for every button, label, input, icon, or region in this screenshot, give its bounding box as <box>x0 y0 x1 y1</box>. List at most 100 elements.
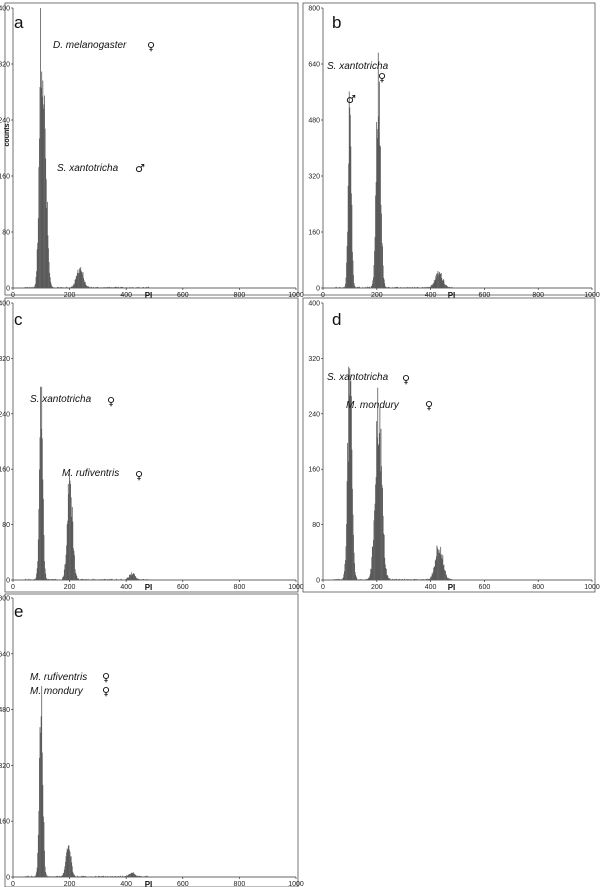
histogram-bar <box>427 579 429 580</box>
histogram-bar <box>84 282 86 288</box>
histogram-bar <box>71 516 73 580</box>
histogram-bar <box>58 876 60 877</box>
histogram-bar <box>57 287 58 288</box>
histogram-bar <box>59 287 61 288</box>
histogram-bar <box>447 577 449 580</box>
histogram-bar <box>413 579 415 580</box>
y-tick-label: 400 <box>0 6 10 13</box>
histogram-bar <box>143 286 144 288</box>
histogram-bar <box>147 287 149 288</box>
histogram-bar <box>333 579 335 580</box>
male-symbol-icon: ♂ <box>346 93 356 106</box>
y-tick-label: 240 <box>0 411 10 418</box>
histogram-bar <box>142 287 144 288</box>
histogram-bar <box>95 287 96 288</box>
histogram-bar <box>38 509 40 580</box>
histogram-bar <box>45 873 47 877</box>
histogram-bar <box>446 286 448 288</box>
histogram-bar <box>136 578 138 580</box>
panel-a: 0 80 160 240 320 400 0 200 400 600 800 1000 PI counts… <box>0 2 304 300</box>
histogram-bar <box>427 286 429 288</box>
histogram-bar <box>447 286 449 288</box>
histogram-bar <box>367 579 368 580</box>
panel-frame <box>302 2 596 296</box>
histogram-bar <box>93 578 95 580</box>
histogram-bar <box>348 366 350 580</box>
histogram-bar <box>43 822 45 877</box>
histogram-bar <box>346 262 347 288</box>
histogram-bar <box>41 71 43 289</box>
histogram-bar <box>448 287 450 288</box>
histogram-bar <box>97 579 99 580</box>
histogram-bar <box>130 872 132 877</box>
x-tick-label: 1000 <box>584 292 600 299</box>
histogram-bar <box>437 273 438 288</box>
histogram-bar <box>119 875 121 877</box>
histogram-bar <box>129 874 130 877</box>
histogram-bar <box>40 8 41 288</box>
histogram-bar <box>368 577 370 580</box>
histogram-bar <box>372 280 374 288</box>
histogram-bar <box>407 286 409 288</box>
histogram-bar <box>346 246 348 288</box>
histogram-bar <box>30 579 32 580</box>
x-tick-label: 800 <box>234 881 246 887</box>
histogram-bar <box>119 286 121 288</box>
x-tick-label: 0 <box>321 584 325 591</box>
y-tick-label: 320 <box>0 62 10 69</box>
histogram-bar <box>136 578 138 580</box>
histogram-bar <box>76 275 78 288</box>
histogram-bar <box>131 873 133 877</box>
y-tick-label: 0 <box>6 286 10 293</box>
histogram-bar <box>369 576 371 580</box>
histogram-bar <box>378 433 380 580</box>
histogram-bar <box>61 287 62 288</box>
histogram-bar <box>101 876 103 877</box>
histogram-bar <box>445 571 446 580</box>
histogram-bar <box>98 579 100 580</box>
histogram-bar <box>35 277 37 288</box>
histogram-bar <box>133 573 135 580</box>
histogram-bar <box>42 784 44 877</box>
histogram-bar <box>430 285 432 288</box>
histogram-bar <box>63 872 65 877</box>
histogram-bar <box>439 552 441 580</box>
histogram-bar <box>142 579 144 580</box>
histogram-bar <box>73 874 75 877</box>
histogram-bar <box>128 577 130 580</box>
panel-letter: b <box>332 13 341 32</box>
x-tick-label: 600 <box>177 584 189 591</box>
histogram-bar <box>354 285 356 288</box>
x-tick-label: 800 <box>532 584 544 591</box>
histogram-bar <box>46 876 48 877</box>
histogram-bar <box>78 273 79 288</box>
histogram-bar <box>78 272 80 288</box>
y-tick-label: 320 <box>0 356 10 363</box>
histogram-bar <box>123 287 125 288</box>
y-tick-label: 400 <box>308 301 320 308</box>
histogram-bar <box>442 555 444 580</box>
histogram-bar <box>85 876 87 877</box>
histogram-bar <box>38 167 40 288</box>
histogram-bar <box>439 271 441 288</box>
y-tick-label: 800 <box>308 6 320 13</box>
histogram-bar <box>404 287 406 288</box>
histogram-bar <box>428 287 430 288</box>
histogram-bar <box>146 579 147 580</box>
x-tick-label: 0 <box>11 292 15 299</box>
histogram-bar <box>72 871 74 877</box>
histogram-bar <box>46 579 48 580</box>
histogram-bar <box>76 875 78 877</box>
histogram-bar <box>344 286 346 288</box>
histogram-bar <box>114 875 116 877</box>
histogram-bar <box>445 574 447 580</box>
histogram-bar <box>414 579 416 580</box>
histogram-bar <box>57 875 58 877</box>
histogram-bar <box>347 442 349 580</box>
histogram-bar <box>67 520 69 580</box>
histogram-bar <box>423 579 425 580</box>
histogram-bar <box>430 286 431 288</box>
histogram-bar <box>41 96 43 288</box>
histogram-bar <box>32 287 34 288</box>
histogram-bar <box>35 874 37 877</box>
